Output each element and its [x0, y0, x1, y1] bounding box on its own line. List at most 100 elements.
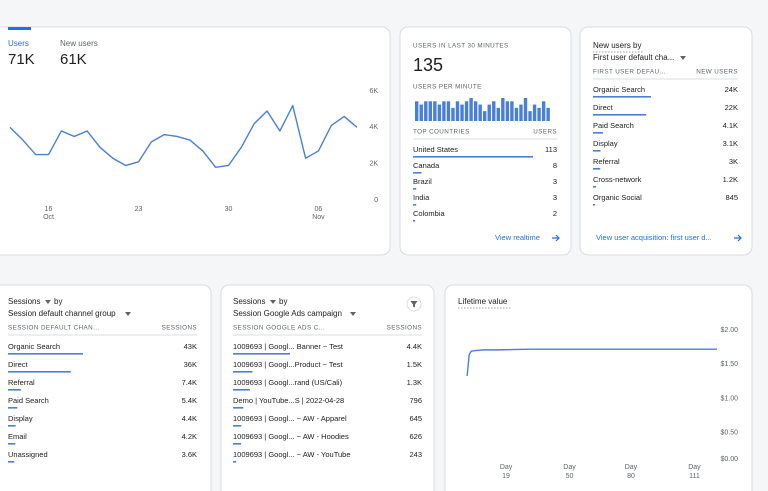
row-label: 1009693 | Googl...Product ~ Test [233, 360, 344, 369]
bar [433, 101, 437, 121]
bar [464, 101, 469, 121]
link-arrow[interactable] [734, 234, 742, 242]
metric-selector[interactable]: Sessions [233, 297, 265, 306]
bar [460, 104, 464, 121]
row-value: 1.5K [407, 360, 422, 369]
row-label: Organic Search [8, 342, 60, 351]
dimension-selector[interactable]: Session default channel group [8, 309, 116, 318]
row-value: 645 [409, 414, 422, 423]
row-value: 626 [409, 432, 422, 441]
row-value: 1.2K [723, 175, 738, 184]
y-tick-label: $1.00 [720, 395, 738, 402]
tab-value: 71K [8, 51, 35, 68]
x-tick-label-box: Day 50 [563, 464, 575, 480]
row-value: 5.4K [182, 396, 197, 405]
chart-subtitle: USERS PER MINUTE [413, 84, 482, 91]
card-title: USERS IN LAST 30 MINUTES [413, 43, 509, 50]
bar [514, 107, 519, 121]
row-value: 113 [545, 145, 557, 154]
column-header: NEW USERS [696, 69, 738, 76]
realtime-card [399, 26, 572, 256]
bar [437, 104, 442, 121]
row-value: 3K [729, 157, 738, 166]
dropdown-caret[interactable] [350, 312, 356, 316]
bar [455, 101, 460, 121]
bar [415, 101, 419, 121]
row-label: 1009693 | Googl... ~ AW - Hoodies [233, 432, 349, 441]
filter-button[interactable] [406, 296, 422, 312]
y-tick-label: 4K [369, 124, 378, 131]
row-label: Display [593, 139, 618, 148]
row-label: Cross-network [593, 175, 642, 184]
row-bar [8, 371, 71, 373]
row-label: India [413, 193, 430, 202]
tab-label[interactable]: Users [8, 39, 29, 48]
dropdown-caret[interactable] [45, 300, 51, 304]
x-tick-label: 16 [45, 206, 53, 213]
row-label: Brazil [413, 177, 432, 186]
dropdown-caret[interactable] [680, 56, 686, 60]
bar [541, 101, 546, 121]
link[interactable]: View realtime [495, 233, 540, 242]
dropdown-caret[interactable] [270, 300, 276, 304]
row-bar [413, 220, 416, 222]
row-value: 36K [184, 360, 197, 369]
headline-value: 135 [413, 55, 443, 75]
row-bar [593, 132, 603, 134]
row-label: Referral [593, 157, 620, 166]
y-tick-label: $0.00 [720, 456, 738, 463]
x-tick-label: Day 111 [688, 464, 701, 480]
column-header: SESSION GOOGLE ADS C... [233, 325, 325, 332]
row-bar [8, 389, 21, 391]
tab-indicator [8, 27, 31, 30]
link-arrow[interactable] [552, 234, 560, 242]
row-label: Organic Social [593, 193, 642, 202]
row-value: 7.4K [182, 378, 197, 387]
dimension-selector[interactable]: First user default cha... [593, 53, 674, 62]
column-header: SESSIONS [387, 325, 422, 332]
tab-label[interactable]: New users [60, 39, 98, 48]
row-bar [8, 407, 18, 409]
dimension-selector[interactable]: Session Google Ads campaign [233, 309, 342, 318]
column-header: FIRST USER DEFAU... [593, 69, 666, 76]
row-value: 1.3K [407, 378, 422, 387]
bar [537, 107, 541, 121]
row-label: 1009693 | Googl... Banner ~ Test [233, 342, 344, 351]
row-label: Organic Search [593, 85, 645, 94]
link[interactable]: View user acquisition: first user d... [596, 233, 712, 242]
row-label: 1009693 | Googl... ~ AW - Apparel [233, 414, 347, 423]
bar [519, 104, 523, 121]
row-bar [593, 168, 601, 170]
row-value: 4.4K [407, 342, 422, 351]
bar [532, 104, 537, 121]
row-label: United States [413, 145, 458, 154]
bar [428, 101, 432, 121]
row-label: Referral [8, 378, 35, 387]
row-label: Direct [593, 103, 614, 112]
row-bar [8, 353, 83, 355]
row-bar [593, 114, 647, 116]
sessions-campaign-card [220, 284, 435, 491]
metric-selector[interactable]: Sessions [8, 297, 40, 306]
y-tick-label: 6K [369, 88, 378, 95]
x-tick-label: Day 80 [624, 464, 638, 480]
bar [546, 107, 550, 121]
row-value: 24K [725, 85, 738, 94]
row-bar [413, 156, 533, 158]
lifetime-value-card [444, 284, 753, 491]
card-title: by [54, 297, 62, 306]
sessions-channel-card [0, 284, 212, 491]
row-label: Direct [8, 360, 29, 369]
column-header: TOP COUNTRIES [413, 129, 470, 136]
y-tick-label: $1.50 [720, 361, 738, 368]
row-value: 22K [725, 103, 738, 112]
column-header: USERS [533, 129, 557, 136]
dropdown-caret[interactable] [125, 312, 131, 316]
row-bar [8, 425, 16, 427]
y-tick-label: 2K [369, 161, 378, 168]
x-tick-label: Day 19 [499, 464, 513, 480]
bar [473, 101, 478, 121]
row-bar [8, 443, 16, 445]
tab-value: 61K [60, 51, 87, 68]
bar [492, 101, 496, 121]
